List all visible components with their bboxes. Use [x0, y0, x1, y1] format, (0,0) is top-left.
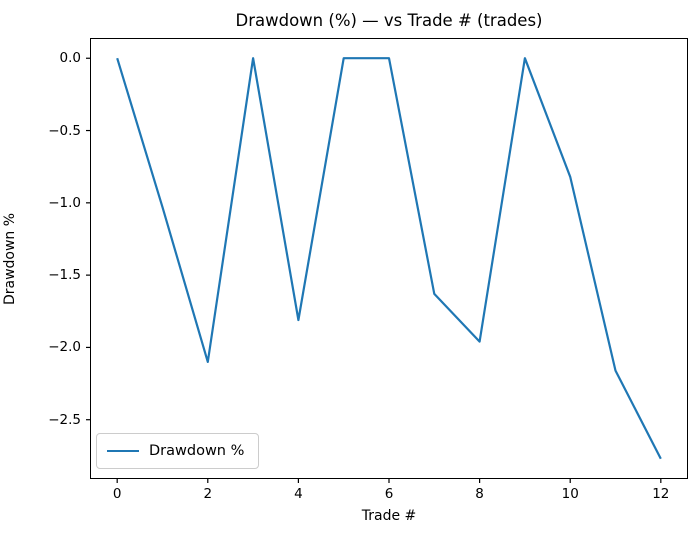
chart-title: Drawdown (%) — vs Trade # (trades)	[235, 11, 543, 30]
x-tick-label: 12	[652, 486, 670, 502]
y-tick-label: −2.0	[48, 339, 81, 356]
x-tick-label: 6	[384, 486, 394, 502]
y-tick-label: −1.0	[48, 194, 81, 211]
x-tick-label: 10	[561, 486, 579, 502]
legend-label: Drawdown %	[149, 443, 245, 459]
x-tick-label: 4	[294, 486, 303, 502]
drawdown-series-line	[116, 57, 662, 460]
legend: Drawdown %	[96, 433, 260, 469]
x-tick-label: 0	[112, 486, 122, 502]
y-tick-label: −1.5	[48, 267, 81, 284]
x-axis-label: Trade #	[361, 508, 417, 524]
y-tick-label: −0.5	[48, 122, 81, 139]
y-tick-label: 0.0	[59, 50, 81, 67]
x-tick-label: 2	[203, 486, 213, 502]
legend-line-sample-icon	[107, 450, 139, 452]
x-tick-label: 8	[475, 486, 484, 502]
y-tick-label: −2.5	[48, 411, 81, 428]
